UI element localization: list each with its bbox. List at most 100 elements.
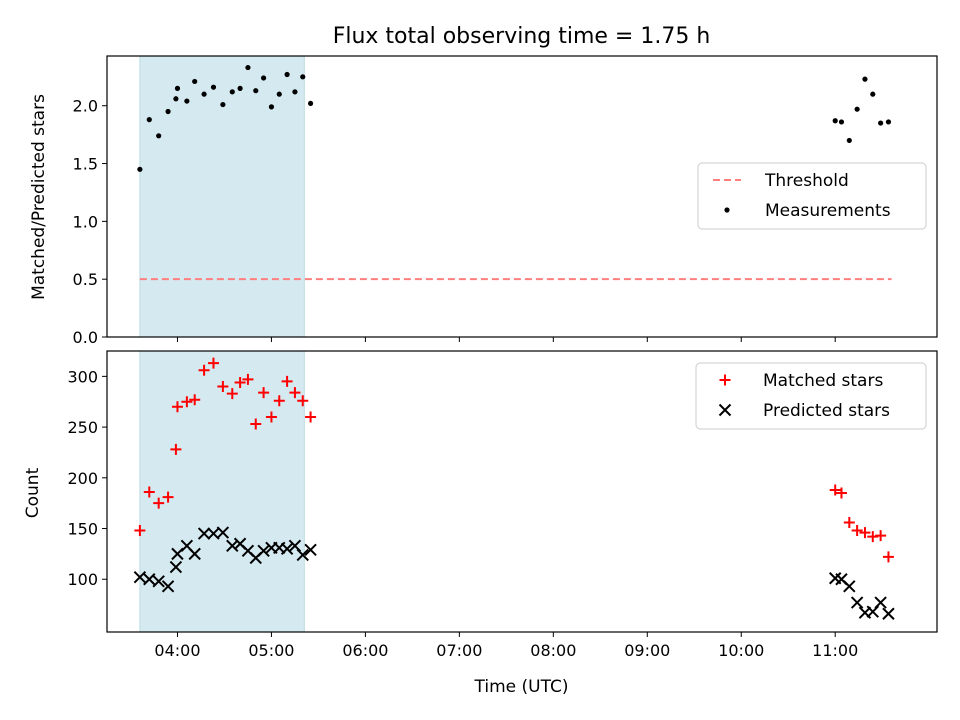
bottom-data-point <box>170 443 182 455</box>
top-data-point <box>878 120 884 126</box>
top-y-tick-label: 0.0 <box>73 328 98 347</box>
top-y-tick-label: 2.0 <box>73 97 98 116</box>
top-data-point <box>174 85 181 91</box>
bottom-legend-label: Matched stars <box>763 371 883 391</box>
top-data-point <box>173 96 179 102</box>
top-data-point <box>854 106 860 112</box>
top-data-point <box>261 75 267 81</box>
bottom-data-point <box>188 547 201 561</box>
bottom-y-tick-label: 100 <box>67 570 98 589</box>
top-data-point <box>862 76 868 82</box>
bottom-data-point <box>851 525 863 537</box>
bottom-data-point <box>296 548 309 562</box>
bottom-y-tick-label: 250 <box>67 418 98 437</box>
bottom-data-point <box>134 525 146 537</box>
bottom-data-point <box>273 395 285 407</box>
bottom-legend-marker <box>719 374 731 386</box>
bottom-data-point <box>217 381 229 393</box>
bottom-data-point <box>207 357 219 369</box>
bottom-data-point <box>198 364 210 376</box>
top-data-point <box>137 166 143 172</box>
bottom-data-point <box>181 396 193 408</box>
top-y-tick-label: 1.5 <box>73 155 98 174</box>
bottom-series-matched-stars <box>134 357 894 563</box>
top-data-point <box>192 78 198 85</box>
bottom-y-tick-label: 200 <box>67 469 98 488</box>
bottom-data-point <box>189 394 201 406</box>
bottom-data-point <box>250 418 262 430</box>
top-y-axis-label: Matched/Predicted stars <box>29 94 49 300</box>
x-tick-label: 11:00 <box>812 641 858 660</box>
bottom-data-point <box>143 486 155 498</box>
x-tick-label: 07:00 <box>436 641 482 660</box>
x-tick-label: 08:00 <box>530 641 576 660</box>
bottom-data-point <box>257 544 270 558</box>
bottom-data-point <box>843 580 856 593</box>
top-y-tick-label: 1.0 <box>73 212 98 231</box>
bottom-data-point <box>882 551 894 563</box>
top-data-point <box>307 100 314 107</box>
top-data-point <box>229 89 235 95</box>
bottom-axes-frame <box>106 350 938 633</box>
bottom-data-point <box>867 531 879 543</box>
bottom-data-point <box>216 526 230 539</box>
bottom-data-point <box>280 542 294 556</box>
top-data-point <box>210 84 217 90</box>
top-data-point <box>284 71 290 78</box>
bottom-legend-box <box>695 362 927 430</box>
bottom-data-point <box>835 487 847 499</box>
bottom-data-point <box>258 387 270 399</box>
top-y-tick-label: 0.5 <box>73 270 98 289</box>
top-data-point <box>885 119 892 125</box>
bottom-legend-marker <box>718 403 732 417</box>
top-data-point <box>838 119 845 125</box>
bottom-data-point <box>304 543 317 557</box>
bottom-data-point <box>143 573 156 586</box>
top-axes-frame <box>106 55 938 338</box>
top-legend-box <box>697 162 927 230</box>
bottom-data-point <box>265 411 277 423</box>
plot-layer: 0.0 0.5 1.0 1.5 2.0 Threshold Measurements 100 1… <box>67 55 938 660</box>
bottom-data-point <box>297 395 309 407</box>
x-tick-label: 09:00 <box>624 641 670 660</box>
bottom-data-point <box>153 497 165 509</box>
bottom-data-point <box>874 596 887 609</box>
bottom-y-tick-label: 150 <box>67 520 98 539</box>
bottom-data-point <box>226 388 238 400</box>
top-legend-label: Threshold <box>764 171 849 191</box>
bottom-data-point <box>305 411 317 423</box>
chart-title: Flux total observing time = 1.75 h <box>333 24 711 49</box>
top-data-point <box>245 64 251 71</box>
bottom-series-predicted-stars <box>133 526 895 620</box>
top-data-point <box>220 101 226 108</box>
top-data-point <box>832 118 838 124</box>
bottom-data-point <box>829 484 841 496</box>
top-data-point <box>276 91 282 97</box>
top-legend-marker <box>724 207 730 213</box>
top-data-point <box>201 91 207 97</box>
bottom-legend: Matched stars Predicted stars <box>695 362 927 430</box>
top-legend: Threshold Measurements <box>697 162 927 230</box>
top-data-point <box>300 74 306 80</box>
top-data-point <box>156 133 162 139</box>
bottom-data-point <box>843 516 855 528</box>
top-data-point <box>870 91 876 97</box>
bottom-legend-label: Predicted stars <box>763 401 890 421</box>
bottom-data-point <box>850 596 864 609</box>
x-tick-label: 04:00 <box>154 641 200 660</box>
bottom-y-tick-label: 300 <box>67 367 98 386</box>
bottom-data-point <box>242 373 254 385</box>
bottom-data-point <box>197 527 211 540</box>
top-series-measurements <box>137 64 892 172</box>
top-data-point <box>146 117 152 123</box>
top-data-point <box>253 88 259 94</box>
bottom-data-point <box>152 575 165 588</box>
bottom-data-point <box>169 560 183 574</box>
bottom-data-point <box>281 375 293 387</box>
bottom-data-point <box>882 607 895 620</box>
bottom-data-point <box>226 539 239 552</box>
top-legend-label: Measurements <box>765 201 891 221</box>
bottom-data-point <box>171 401 183 413</box>
top-data-point <box>165 108 171 115</box>
